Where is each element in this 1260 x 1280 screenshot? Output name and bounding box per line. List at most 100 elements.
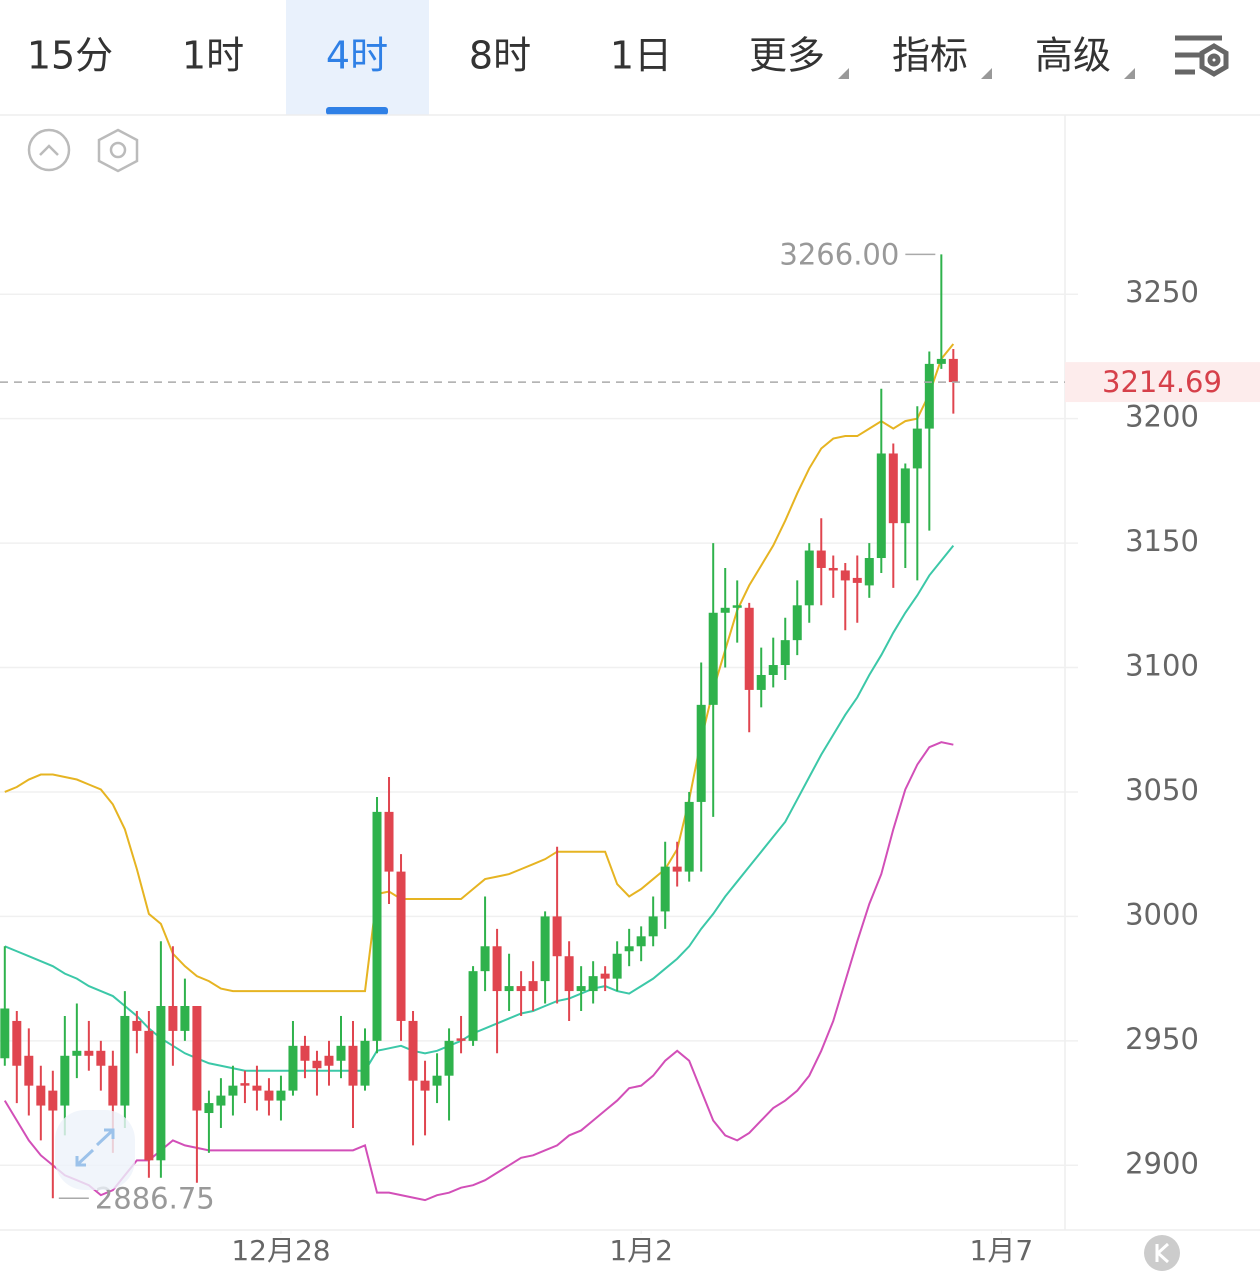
candle-body [324,1055,334,1066]
candle-body [288,1045,298,1091]
candle-body [816,550,826,568]
last-price-label: 3214.69 [1102,365,1222,399]
labels: 2900 2950 3000 3050 3100 3150 3200 3250 12月28 1月2… [0,237,1260,1267]
chart-settings-icon[interactable] [1175,35,1229,77]
candle-body [408,1020,418,1081]
tab-label[interactable]: 指标 [892,34,968,78]
candle-body [144,1030,154,1161]
candle-body [756,674,766,690]
k-line-icon[interactable] [1144,1235,1180,1271]
candle-body [48,1090,58,1111]
candle-body [828,567,838,571]
candles [0,254,958,1199]
candle-body [648,916,658,937]
candle-body [468,971,478,1041]
candle-body [444,1040,454,1076]
dropdown-arrow [981,68,992,79]
candle-body [396,871,406,1021]
candle-body [936,358,946,364]
candle-body [156,1006,166,1161]
candle-body [204,1103,214,1114]
candle-body [924,363,934,429]
candle-body [708,612,718,705]
candle-body [852,577,862,583]
candle-body [24,1055,34,1086]
candle-body [948,358,958,383]
candle-body [300,1045,310,1061]
candle-body [36,1085,46,1106]
x-tick-label: 1月7 [970,1234,1034,1267]
candle-body [900,468,910,524]
candle-body [804,550,814,606]
candle-body [432,1075,442,1086]
tab-label[interactable]: 1时 [182,34,244,78]
candle-body [240,1083,250,1086]
candle-body [360,1040,370,1086]
candle-body [180,1006,190,1031]
candle-body [456,1038,466,1041]
x-tick-label: 1月2 [609,1234,673,1267]
y-tick-label: 3100 [1125,649,1199,683]
candle-body [864,558,874,586]
candle-body [540,916,550,982]
fullscreen-icon[interactable] [55,1110,135,1190]
tab-label[interactable]: 8时 [469,34,531,78]
candle-body [228,1085,238,1096]
tab-label[interactable]: 4时 [326,34,388,78]
candle-body [252,1085,262,1091]
tab-highlight [286,0,429,115]
candle-body [768,665,778,675]
tab-label[interactable]: 更多 [749,34,825,78]
candle-body [696,704,706,802]
y-tick-label: 3150 [1125,524,1199,558]
candle-body [732,605,742,608]
candle-body [108,1065,118,1106]
candle-body [624,946,634,952]
y-tick-label: 3050 [1125,773,1199,807]
y-tick-label: 3250 [1125,275,1199,309]
candle-body [576,986,586,992]
candle-body [84,1050,94,1056]
collapse-icon[interactable] [27,128,71,172]
candle-body [780,640,790,666]
x-tick-label: 12月28 [231,1234,330,1267]
band-line [4,343,955,993]
tab-label[interactable]: 1日 [610,34,672,78]
candle-body [120,1015,130,1106]
dropdown-arrow [838,68,849,79]
candle-body [192,1006,202,1111]
candle-body [528,981,538,992]
tab-label[interactable]: 15分 [27,34,113,78]
candle-body [216,1095,226,1106]
tab-label[interactable]: 高级 [1035,34,1111,78]
candle-body [600,973,610,979]
candle-body [276,1090,286,1101]
candle-body [672,866,682,872]
candle-body [480,946,490,972]
candle-body [876,453,886,559]
candle-body [912,428,922,469]
y-tick-label: 3000 [1125,897,1199,931]
y-tick-label: 2900 [1125,1146,1199,1180]
candle-body [588,976,598,992]
candle-body [492,946,502,992]
candle-body [168,1006,178,1031]
candle-body [792,605,802,641]
candle-body [840,570,850,581]
candle-body [96,1050,106,1066]
candle-body [684,801,694,872]
candle-body [744,607,754,690]
y-tick-label: 2950 [1125,1022,1199,1056]
high-label: 3266.00 [779,237,899,271]
candle-body [612,953,622,979]
candle-body [0,1008,10,1059]
toolbar: 15分 1时 4时 8时 1日 更多 指标 高级 [27,0,1111,115]
candle-body [72,1050,82,1056]
candle-body [420,1080,430,1091]
candle-body [636,936,646,947]
tab-indicator [326,107,388,115]
candle-body [336,1045,346,1061]
indicator-settings-icon[interactable] [97,128,139,173]
